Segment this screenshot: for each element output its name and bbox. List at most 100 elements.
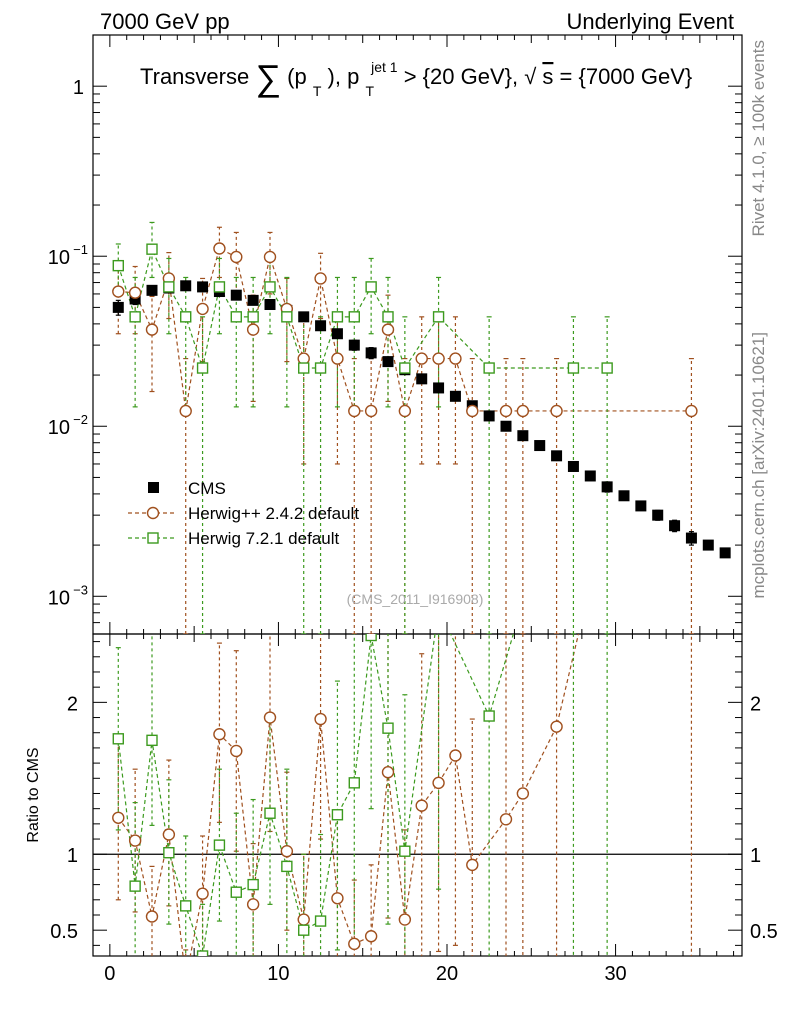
herwigpp-ratio-point	[348, 937, 361, 951]
cms-point	[669, 520, 681, 532]
cms-point	[230, 289, 242, 301]
title-sqrt-arg: s	[542, 64, 553, 89]
cms-point	[129, 293, 141, 305]
herwigpp-ratio-point	[499, 813, 513, 826]
legend-cms: CMS	[148, 479, 226, 498]
herwig7-ratio-point	[230, 886, 242, 898]
ratio-plot-marks	[112, 150, 697, 984]
herwigpp-main-point	[314, 272, 327, 285]
y-tick-label: 10	[48, 587, 70, 609]
herwigpp-ratio-point	[364, 930, 378, 943]
herwigpp-ratio-point	[162, 828, 176, 841]
title-arg-sub: T	[313, 83, 322, 99]
herwigpp-main-point	[550, 404, 563, 418]
cms-point	[298, 311, 310, 323]
y-tick-label-exponent: −3	[73, 582, 88, 597]
herwig7-main-point	[112, 259, 124, 272]
y-tick-label-exponent: −1	[73, 242, 88, 257]
title-pt-sup: jet 1	[370, 59, 398, 75]
herwigpp-main-line	[118, 247, 692, 414]
herwigpp-ratio-point	[196, 887, 209, 900]
herwig7-main-line	[117, 247, 608, 371]
title-arg-close: ), p	[328, 64, 360, 89]
cms-point	[685, 532, 697, 544]
cms-point	[197, 281, 209, 293]
herwig7-main-point	[146, 243, 158, 255]
x-tick-label: 0	[104, 963, 115, 985]
cms-point	[180, 280, 192, 292]
title-tail: = {7000 GeV}	[560, 64, 693, 89]
herwig7-main-point	[196, 362, 209, 374]
herwigpp-main-point	[112, 285, 125, 298]
herwigpp-ratio-point	[230, 744, 243, 758]
cms-point	[382, 356, 394, 368]
cms-point	[416, 373, 428, 385]
ratio-y-tick-label-right: 1	[750, 845, 761, 867]
cms-point	[517, 430, 529, 442]
legend-herwig7-marker	[147, 532, 159, 544]
herwig7-main-point	[601, 362, 613, 374]
cms-point	[112, 301, 124, 313]
herwig7-main-point	[348, 311, 360, 323]
herwigpp-main-point	[213, 242, 226, 255]
cms-point	[534, 440, 546, 452]
herwigpp-ratio-point	[128, 834, 142, 847]
x-tick-label: 20	[436, 963, 458, 985]
herwig7-main-point	[365, 281, 377, 293]
herwigpp-main-point	[381, 323, 395, 336]
herwigpp-ratio-point	[213, 728, 226, 741]
herwigpp-ratio-point	[112, 811, 125, 824]
header-left: 7000 GeV pp	[100, 9, 230, 34]
herwig7-ratio-point	[146, 734, 158, 747]
herwig7-main-point	[129, 311, 141, 323]
herwigpp-main-point	[331, 352, 344, 365]
legend-herwigpp: Herwig++ 2.4.2 default	[128, 504, 359, 523]
cms-point	[702, 539, 714, 551]
herwigpp-main-point	[432, 352, 445, 365]
herwigpp-ratio-point	[686, 150, 697, 161]
y-tick-label-exponent: −2	[73, 412, 88, 427]
legend-herwigpp-marker	[146, 506, 160, 520]
herwig7-main-point	[483, 362, 495, 374]
mcplots-label: mcplots.cern.ch [arXiv:2401.10621]	[749, 332, 768, 598]
herwig7-main-point	[281, 311, 293, 323]
cms-point	[433, 382, 445, 394]
cms-point	[315, 320, 327, 332]
ratio-y-tick-label: 2	[67, 693, 78, 715]
herwigpp-ratio-point	[180, 973, 191, 984]
title-sqrt-symbol: √	[524, 64, 537, 89]
main-plot-marks	[112, 221, 731, 634]
herwigpp-main-point	[263, 250, 277, 264]
cms-point	[247, 294, 259, 306]
header-right: Underlying Event	[566, 9, 734, 34]
title-arg: (p	[287, 64, 307, 89]
legend-herwig7-label: Herwig 7.2.1 default	[188, 529, 339, 548]
herwigpp-ratio-point	[263, 711, 277, 724]
y-tick-label: 10	[48, 417, 70, 439]
herwigpp-main-point	[685, 404, 698, 418]
herwigpp-main-point	[179, 404, 192, 418]
herwig7-main-point	[213, 281, 226, 293]
herwig7-ratio-point	[483, 710, 495, 722]
y-tick-label: 10	[48, 247, 70, 269]
herwigpp-ratio-point	[432, 776, 445, 790]
cms-point	[449, 390, 461, 402]
title-sum-symbol: ∑	[255, 57, 281, 98]
ratio-y-tick-label-right: 0.5	[750, 921, 778, 943]
herwig7-main-point	[331, 311, 344, 323]
herwigpp-ratio-point	[398, 913, 412, 926]
ratio-y-tick-label: 1	[67, 845, 78, 867]
y-tick-label: 1	[73, 77, 84, 99]
cms-point	[500, 420, 512, 432]
herwig7-ratio-point	[264, 807, 276, 819]
legend-herwigpp-label: Herwig++ 2.4.2 default	[188, 504, 359, 523]
herwig7-main-point	[298, 362, 310, 374]
herwig7-main-point	[314, 362, 327, 374]
herwig7-ratio-point	[129, 880, 141, 892]
herwigpp-ratio-point	[280, 844, 294, 858]
ratio-y-tick-label-right: 2	[750, 693, 761, 715]
herwigpp-ratio-point	[246, 898, 260, 911]
herwigpp-ratio-point	[381, 766, 395, 779]
herwig7-ratio-point	[298, 924, 310, 936]
